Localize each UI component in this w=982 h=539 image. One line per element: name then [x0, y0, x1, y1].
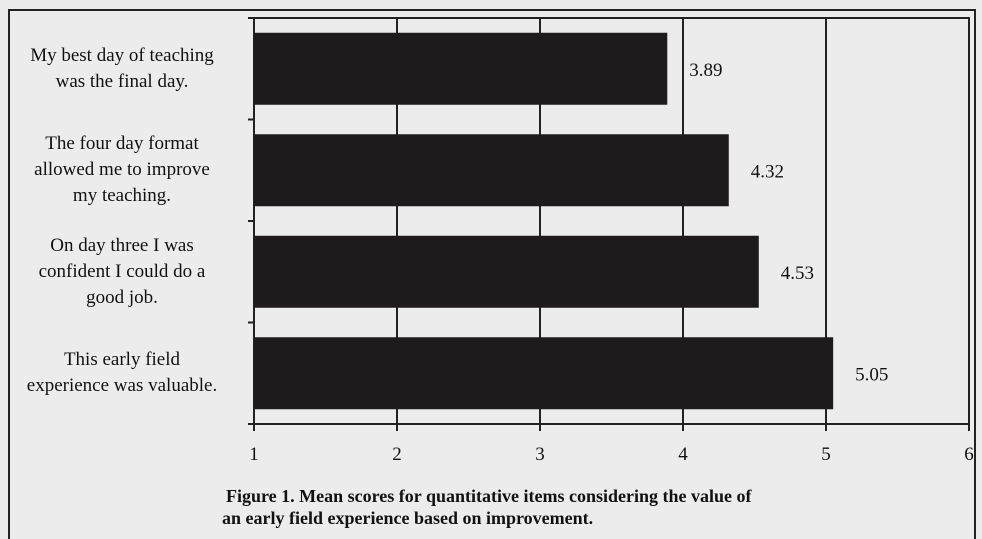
caption-line-2: an early field experience based on impro…: [222, 508, 594, 528]
bar-3: [254, 235, 759, 308]
category-label-line: confident I could do a: [38, 260, 206, 282]
figure-frame: [8, 9, 976, 539]
bar-4: [254, 337, 834, 410]
category-label-line: good job.: [86, 286, 158, 308]
data-label-4: 5.05: [855, 364, 888, 385]
category-label-4: This early field experience was valuable.: [4, 347, 240, 399]
data-label-1: 3.89: [689, 60, 722, 81]
category-label-line: On day three I was: [50, 234, 194, 256]
category-label-2: The four day format allowed me to improve…: [4, 131, 240, 209]
x-tick-label-2: 2: [392, 444, 402, 465]
x-tick-label-1: 1: [249, 444, 259, 465]
x-tick-label-4: 4: [678, 444, 688, 465]
bar-2: [254, 134, 729, 207]
x-tick-label-3: 3: [535, 444, 545, 465]
category-label-line: was the final day.: [55, 70, 189, 92]
category-label-1: My best day of teaching was the final day…: [4, 43, 240, 95]
category-label-line: This early field: [63, 349, 181, 371]
category-label-line: allowed me to improve: [34, 159, 210, 181]
x-tick-label-5: 5: [821, 444, 831, 465]
data-label-2: 4.32: [751, 161, 784, 182]
figure-caption: Figure 1. Mean scores for quantitative i…: [222, 485, 922, 529]
category-label-line: my teaching.: [72, 185, 172, 207]
bar-1: [254, 32, 668, 105]
x-tick-label-6: 6: [964, 444, 974, 465]
data-label-3: 4.53: [781, 263, 814, 284]
caption-line-1: Figure 1. Mean scores for quantitative i…: [226, 486, 752, 506]
category-label-line: experience was valuable.: [26, 375, 218, 397]
category-label-line: My best day of teaching: [30, 44, 214, 66]
category-label-3: On day three I was confident I could do a…: [4, 233, 240, 311]
category-label-line: The four day format: [45, 133, 199, 155]
